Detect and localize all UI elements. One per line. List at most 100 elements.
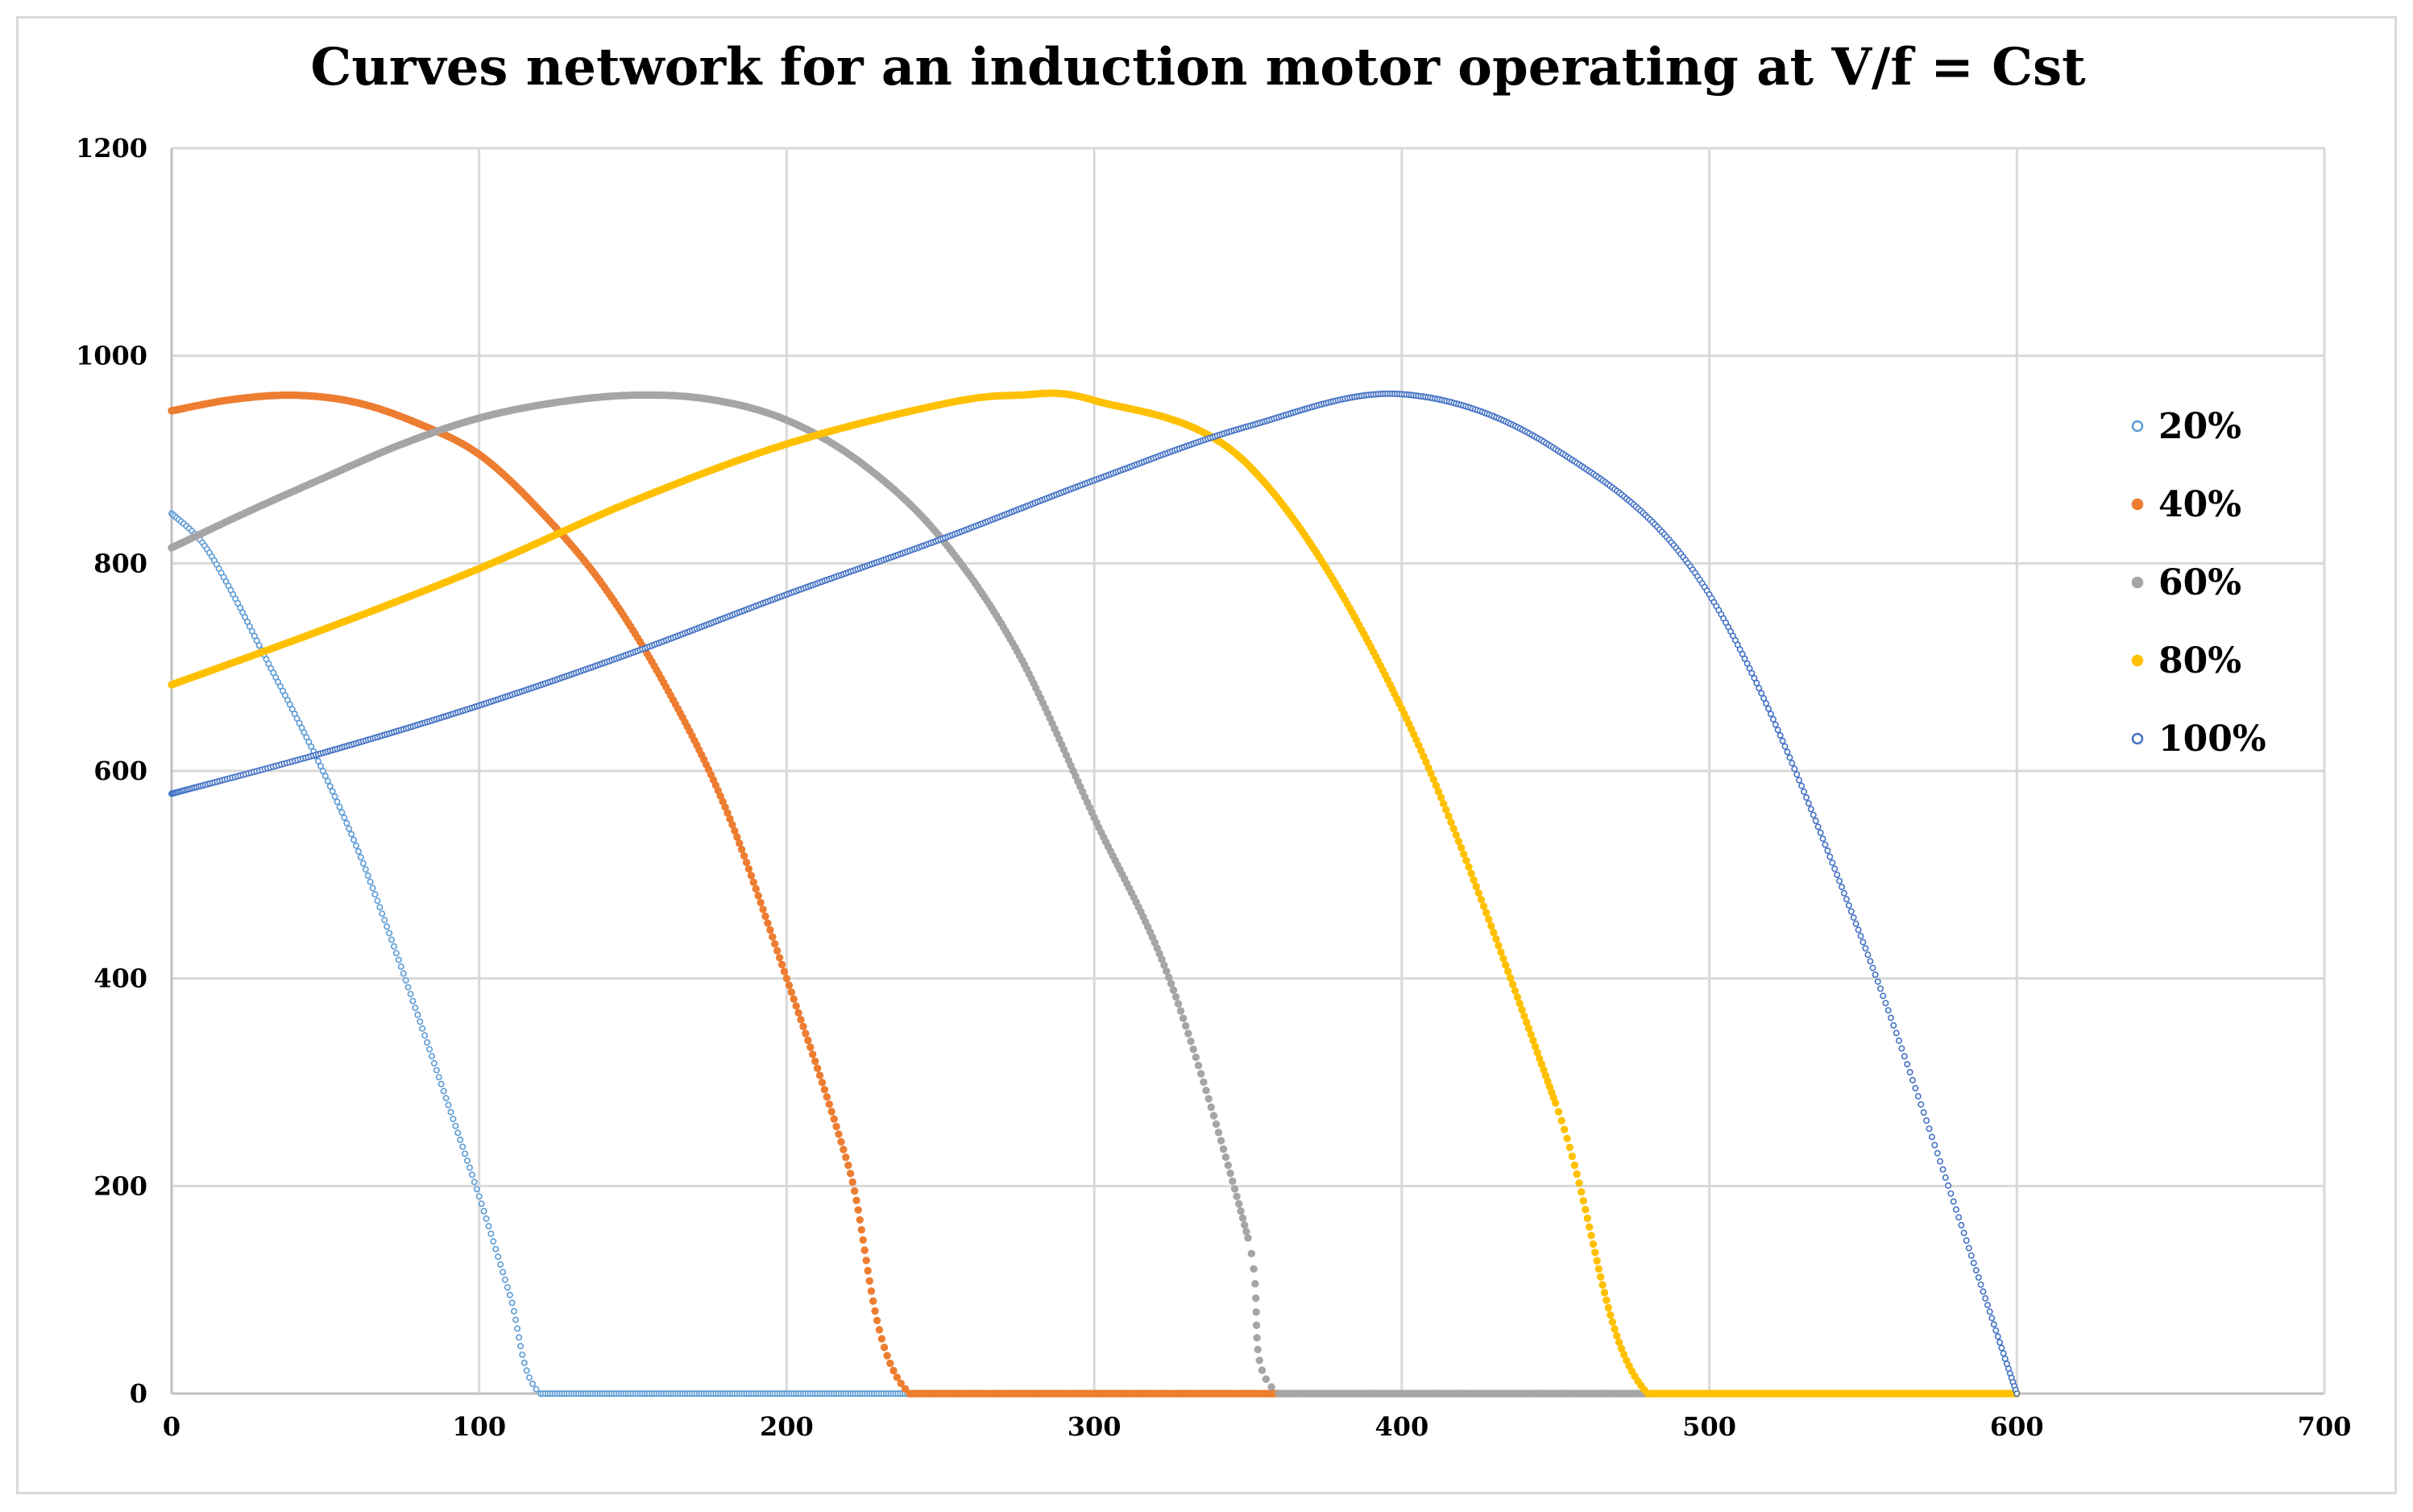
data-point: [1499, 955, 1507, 963]
data-point: [889, 1366, 898, 1375]
data-point: [1906, 1069, 1913, 1076]
data-point: [1482, 909, 1491, 917]
data-point: [1947, 1190, 1955, 1197]
chart-frame: Curves network for an induction motor op…: [16, 16, 2397, 1494]
data-point: [1982, 1295, 1989, 1302]
data-point: [1741, 655, 1748, 662]
data-point: [1594, 1265, 1603, 1273]
data-point: [840, 1145, 848, 1154]
data-point: [1812, 817, 1819, 824]
data-point: [747, 872, 756, 880]
data-point: [852, 1196, 860, 1204]
data-point: [1568, 1152, 1577, 1161]
data-point: [1836, 877, 1843, 884]
data-point: [794, 1009, 802, 1017]
data-point: [1898, 1045, 1905, 1052]
data-point: [437, 1080, 445, 1087]
data-point: [1970, 1259, 1977, 1266]
data-point: [1462, 856, 1470, 865]
data-point: [1860, 938, 1867, 946]
data-point: [1235, 1199, 1243, 1208]
x-tick-label: 0: [163, 1411, 180, 1442]
data-point: [1884, 1007, 1892, 1014]
data-point: [506, 1291, 513, 1299]
data-point: [1262, 1375, 1271, 1383]
data-point: [319, 768, 326, 775]
data-point: [1485, 915, 1493, 923]
data-point: [504, 1284, 511, 1291]
data-point: [864, 1266, 872, 1275]
data-point: [1242, 1228, 1250, 1236]
data-point: [1777, 731, 1784, 739]
data-point: [1250, 1265, 1258, 1273]
chart-title: Curves network for an induction motor op…: [310, 37, 2086, 97]
data-point: [761, 912, 769, 921]
data-point: [1251, 1280, 1259, 1288]
data-point: [468, 1171, 475, 1179]
legend-label: 20%: [2158, 406, 2241, 447]
data-point: [804, 1036, 812, 1045]
data-point: [308, 743, 315, 750]
data-point: [1810, 811, 1817, 818]
x-tick-label: 100: [452, 1411, 506, 1442]
data-point: [447, 1108, 454, 1116]
data-point: [1786, 754, 1793, 761]
data-point: [334, 798, 341, 806]
legend-marker: [2131, 576, 2144, 589]
data-point: [440, 1087, 447, 1095]
data-point: [859, 1236, 868, 1245]
data-point: [1840, 889, 1847, 897]
data-point: [1801, 788, 1808, 795]
data-point: [450, 1116, 457, 1123]
legend-label: 40%: [2158, 484, 2241, 525]
data-point: [379, 910, 386, 918]
data-point: [757, 898, 765, 907]
data-point: [1857, 932, 1864, 939]
data-point: [1807, 806, 1814, 813]
data-point: [390, 942, 397, 950]
data-point: [381, 917, 388, 924]
data-point: [754, 892, 762, 900]
data-point: [1942, 1174, 1949, 1181]
data-point: [386, 930, 393, 937]
data-point: [317, 762, 324, 769]
data-point: [241, 613, 248, 620]
data-point: [497, 1261, 504, 1268]
data-point: [1955, 1214, 1963, 1221]
data-point: [1796, 777, 1803, 784]
data-point: [1975, 1274, 1982, 1281]
data-point: [533, 1386, 540, 1393]
data-point: [1890, 1021, 1897, 1029]
data-point: [1192, 1053, 1200, 1062]
data-point: [1513, 993, 1522, 1001]
data-point: [1217, 1137, 1225, 1145]
data-point: [1583, 1214, 1592, 1223]
data-point: [1847, 908, 1855, 915]
data-point: [1554, 1108, 1563, 1116]
data-point: [1972, 1266, 1980, 1274]
y-tick-label: 0: [130, 1378, 147, 1409]
data-point: [359, 860, 367, 867]
data-point: [508, 1299, 516, 1307]
data-point: [525, 1374, 533, 1382]
data-point: [1465, 863, 1473, 872]
data-point: [485, 1223, 492, 1230]
data-point: [869, 1297, 877, 1305]
data-point: [1241, 1221, 1249, 1229]
data-point: [1495, 942, 1503, 950]
data-point: [1839, 884, 1846, 891]
data-point: [354, 848, 362, 855]
data-point: [1864, 951, 1872, 959]
data-point: [797, 1016, 805, 1024]
data-point: [1992, 1327, 2000, 1334]
data-point: [404, 984, 412, 991]
data-point: [374, 897, 381, 905]
data-point: [417, 1018, 424, 1025]
series-40pct: [168, 391, 1283, 1398]
data-point: [1252, 1321, 1261, 1329]
data-point: [897, 1379, 905, 1388]
data-point: [1502, 961, 1510, 969]
data-point: [1565, 1143, 1574, 1152]
data-point: [883, 1352, 891, 1360]
data-point: [1445, 812, 1453, 820]
